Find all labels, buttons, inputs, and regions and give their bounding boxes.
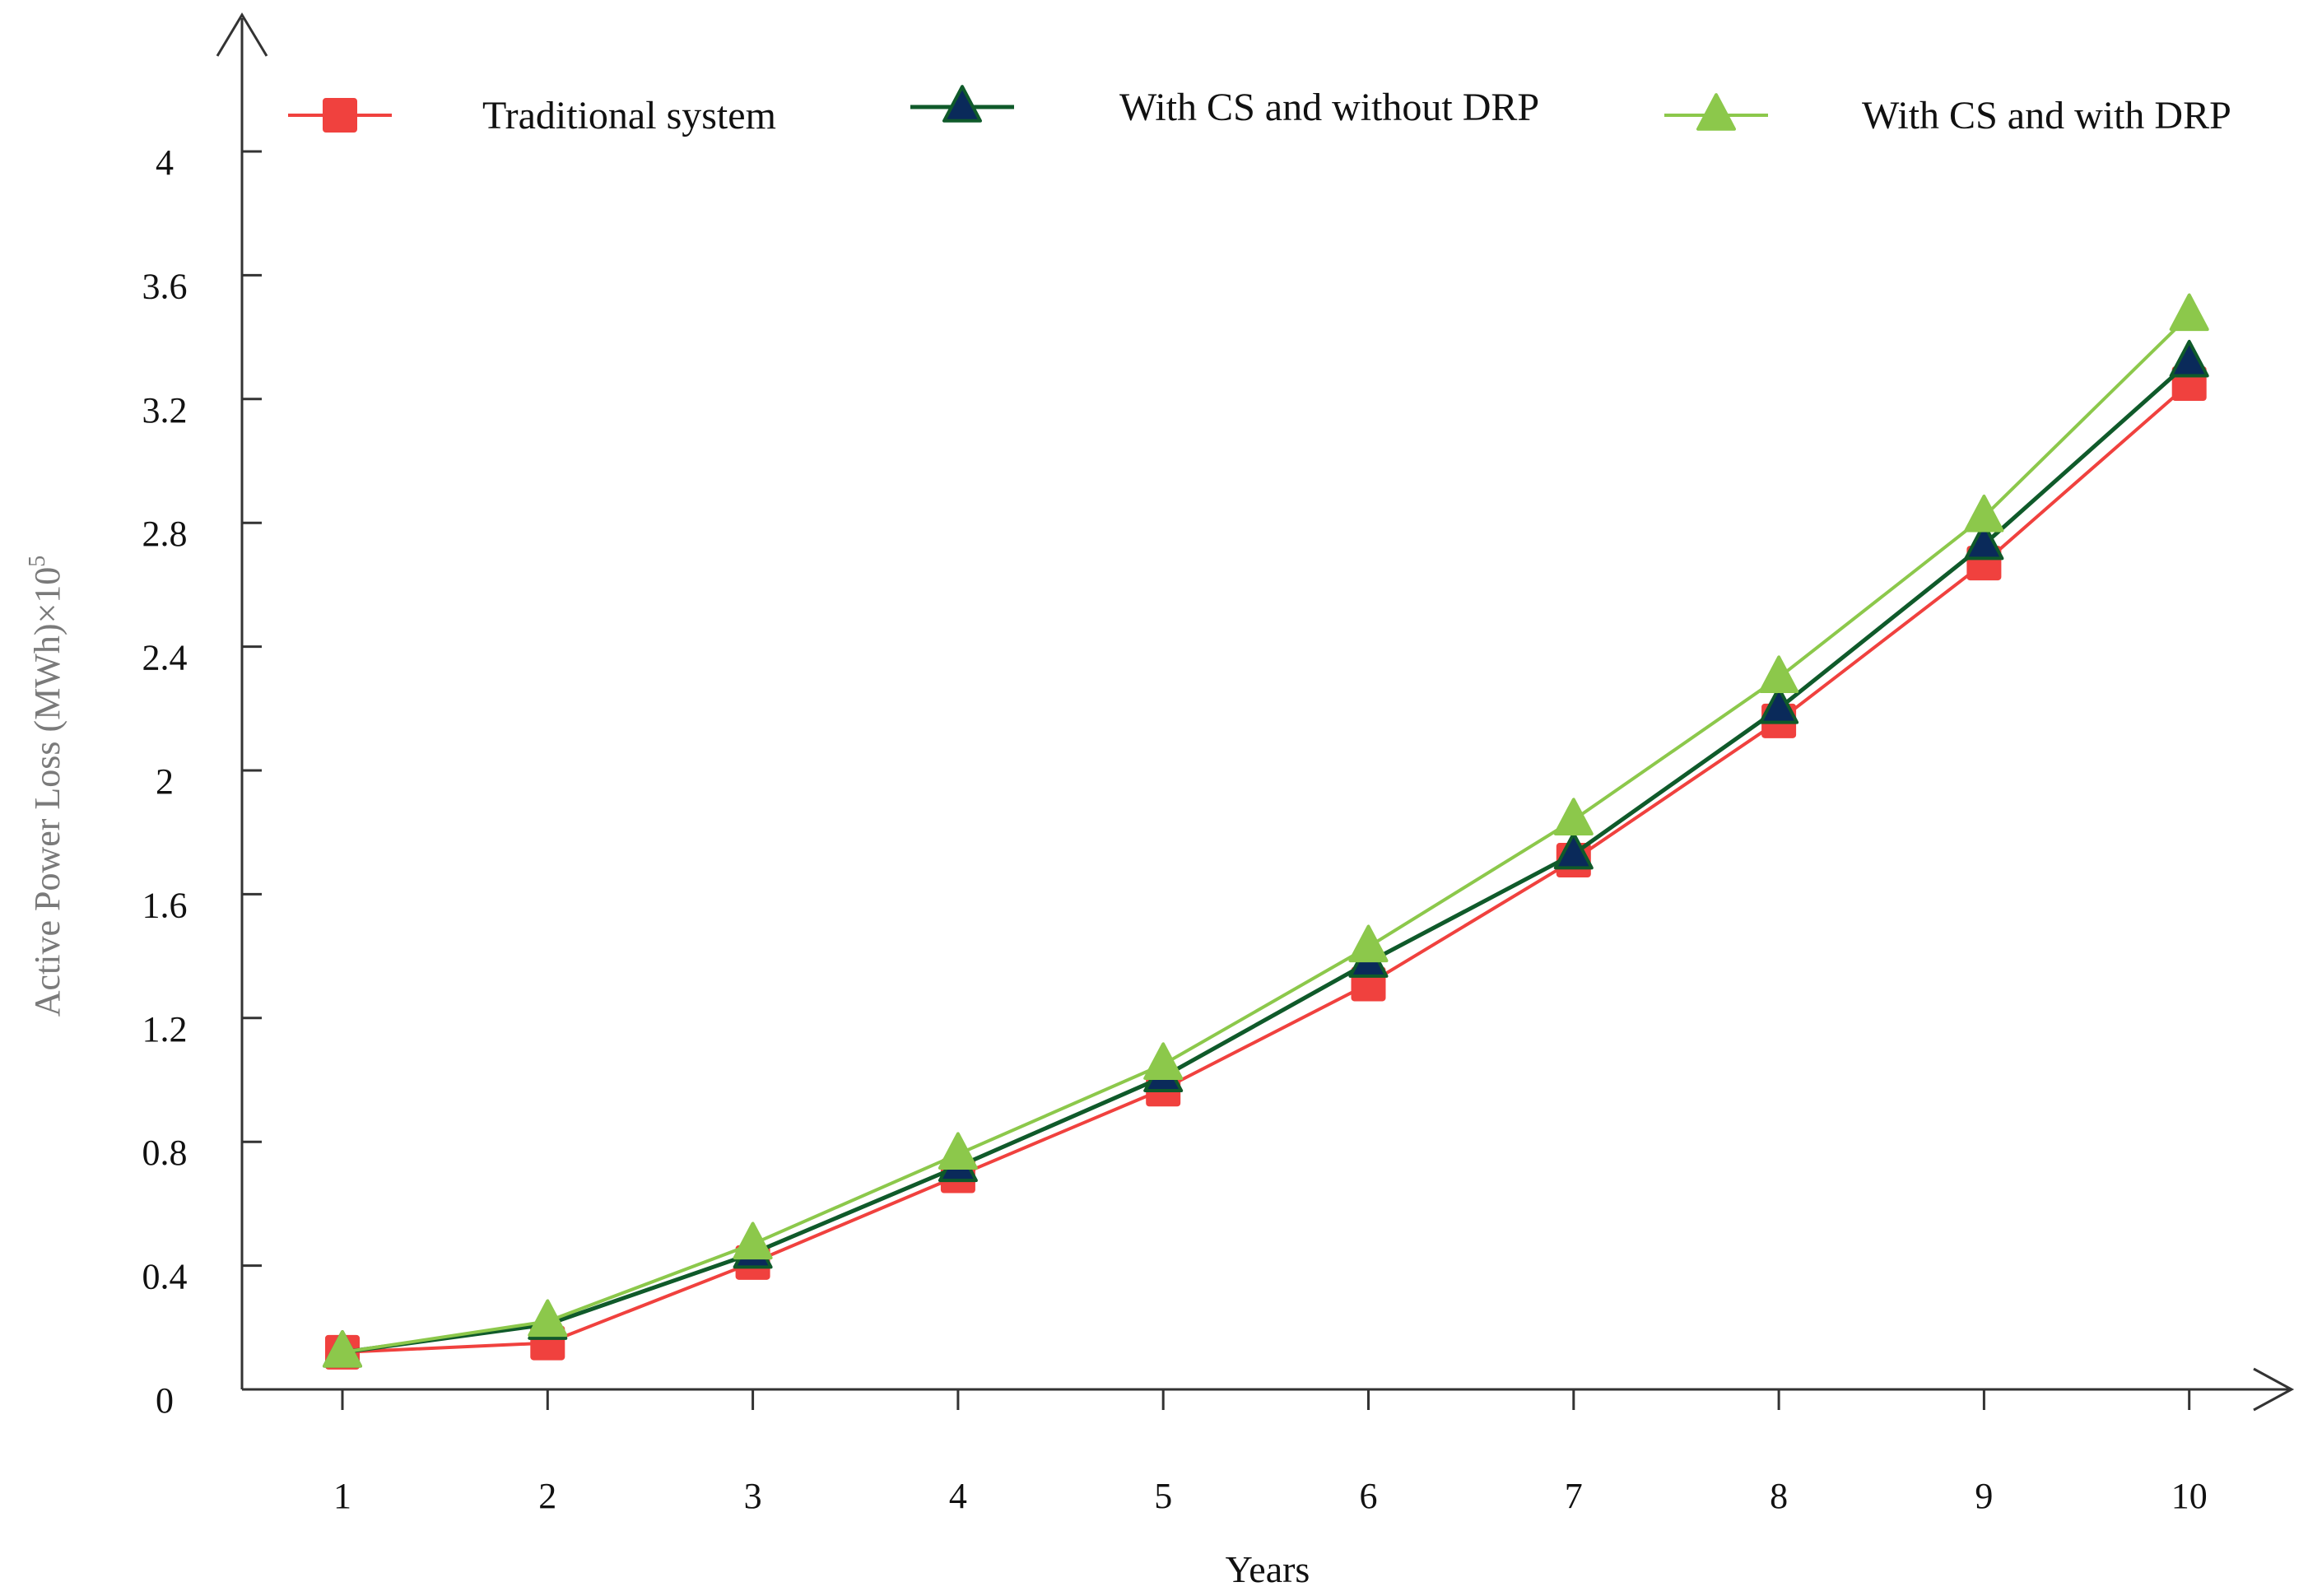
y-axis-title-main: Active Power Loss (MWh)×10 (27, 567, 67, 1017)
series-with-cs-and-without-drp (323, 339, 2209, 1368)
series-line (342, 314, 2191, 1354)
x-tick-label: 1 (333, 1476, 351, 1516)
x-tick-label: 10 (2171, 1476, 2208, 1516)
y-tick-label: 4 (156, 142, 174, 183)
legend-item: Traditional system (288, 94, 776, 137)
x-tick-label: 8 (1770, 1476, 1788, 1516)
y-tick-label: 3.6 (142, 266, 188, 306)
x-tick-label: 3 (744, 1476, 762, 1516)
x-tick-label: 4 (949, 1476, 967, 1516)
y-tick-label: 0.4 (142, 1257, 188, 1297)
data-point (1348, 924, 1389, 963)
x-tick-label: 6 (1360, 1476, 1378, 1516)
y-axis-title-exponent: 5 (25, 556, 50, 567)
series-with-cs-and-with-drp (323, 293, 2209, 1368)
legend: Traditional system With CS and without DR… (288, 85, 2231, 137)
y-tick-label: 0 (156, 1380, 174, 1421)
legend-label: With CS and with DRP (1862, 94, 2231, 137)
x-axis-title: Years (1226, 1548, 1310, 1590)
x-ticks: 1 2 3 4 5 6 7 8 9 10 (333, 1389, 2208, 1516)
legend-label: With CS and without DRP (1119, 86, 1539, 129)
data-point (323, 1330, 362, 1368)
data-point (2169, 293, 2209, 332)
data-point (1964, 494, 2004, 533)
y-tick-label: 1.2 (142, 1009, 188, 1049)
y-tick-label: 2.4 (142, 638, 188, 678)
legend-item: With CS and without DRP (910, 85, 1539, 129)
y-tick-label: 3.2 (142, 390, 188, 430)
legend-label: Traditional system (482, 94, 776, 137)
x-tick-label: 7 (1565, 1476, 1583, 1516)
data-point (1143, 1042, 1184, 1080)
legend-item: With CS and with DRP (1664, 93, 2231, 137)
data-point (2169, 339, 2209, 378)
data-point (733, 1221, 773, 1260)
y-tick-label: 2.8 (142, 514, 188, 554)
legend-marker (942, 85, 982, 123)
series-traditional-system (325, 366, 2207, 1370)
data-point (938, 1132, 978, 1170)
series-line (342, 382, 2191, 1354)
legend-marker (323, 98, 357, 133)
axes (216, 12, 2295, 1412)
x-tick-label: 2 (538, 1476, 556, 1516)
data-point (1553, 798, 1594, 835)
x-tick-label: 9 (1975, 1476, 1993, 1516)
data-point (1759, 655, 1799, 693)
x-tick-label: 5 (1154, 1476, 1172, 1516)
x-axis-arrow (2253, 1367, 2295, 1412)
data-point (1553, 831, 1594, 870)
legend-marker (1696, 93, 1736, 131)
y-tick-label: 2 (156, 761, 174, 802)
y-tick-label: 0.8 (142, 1133, 188, 1173)
series-line (342, 360, 2191, 1355)
data-point (1964, 522, 2004, 561)
y-ticks: 0 0.4 0.8 1.2 1.6 2 2.4 2.8 3.2 3.6 4 (142, 142, 262, 1421)
y-tick-label: 1.6 (142, 885, 188, 925)
y-axis-title: Active Power Loss (MWh)×105 (25, 556, 67, 1017)
data-point (528, 1299, 568, 1338)
series-layer (323, 293, 2209, 1370)
data-point (1759, 686, 1799, 724)
y-axis-arrow (216, 12, 268, 57)
